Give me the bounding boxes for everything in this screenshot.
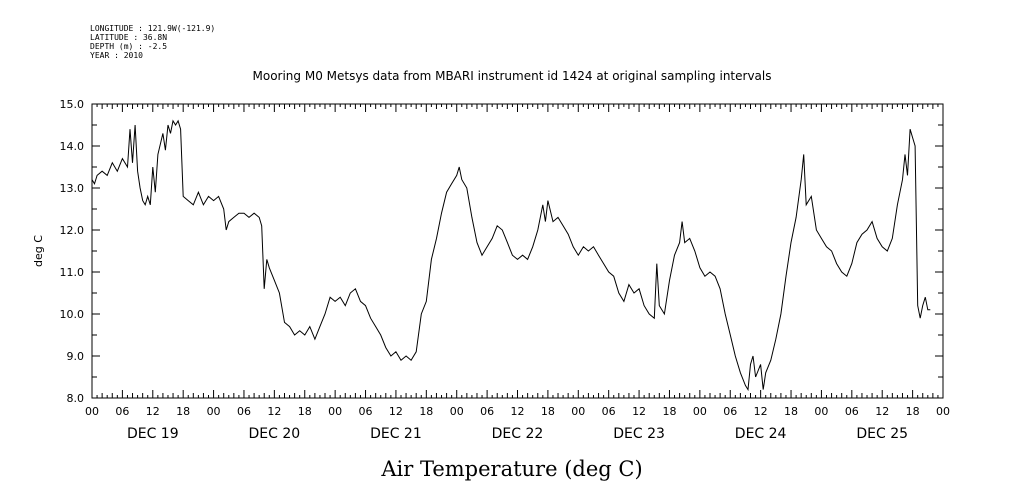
- x-tick-label: 18: [176, 405, 190, 418]
- y-tick-label: 9.0: [67, 350, 85, 363]
- x-tick-label: 06: [723, 405, 737, 418]
- x-axis: 00 06 12 18 00 06 12 18 00 06 12 18 00 06 12 18 00 06 12 18…: [85, 104, 950, 442]
- header-longitude: LONGITUDE : 121.9W(-121.9): [90, 24, 215, 33]
- chart-title: Mooring M0 Metsys data from MBARI instru…: [253, 69, 772, 83]
- y-tick-label: 15.0: [60, 98, 85, 111]
- x-tick-label: 06: [602, 405, 616, 418]
- y-tick-label: 12.0: [60, 224, 85, 237]
- x-day-label: DEC 22: [492, 426, 544, 442]
- plot-frame: [91, 103, 944, 399]
- y-tick-label: 14.0: [60, 140, 85, 153]
- y-tick-label: 10.0: [60, 308, 85, 321]
- y-tick-label: 13.0: [60, 182, 85, 195]
- x-tick-label: 18: [298, 405, 312, 418]
- x-tick-label: 12: [632, 405, 646, 418]
- x-tick-label: 12: [267, 405, 281, 418]
- x-tick-label: 12: [389, 405, 403, 418]
- x-tick-label: 06: [359, 405, 373, 418]
- header-depth: DEPTH (m) : -2.5: [90, 42, 167, 51]
- x-tick-label: 18: [541, 405, 555, 418]
- x-tick-label: 00: [450, 405, 464, 418]
- x-tick-label: 00: [936, 405, 950, 418]
- x-tick-label: 12: [511, 405, 525, 418]
- x-tick-label: 18: [784, 405, 798, 418]
- x-day-label: DEC 20: [249, 426, 301, 442]
- x-tick-label: 18: [419, 405, 433, 418]
- y-axis-label: deg C: [32, 235, 45, 267]
- header-year: YEAR : 2010: [90, 51, 143, 60]
- x-tick-label: 00: [328, 405, 342, 418]
- y-tick-label: 8.0: [67, 392, 85, 405]
- x-day-label: DEC 21: [370, 426, 422, 442]
- series-line-air-temperature: [91, 119, 931, 392]
- x-tick-label: 06: [237, 405, 251, 418]
- x-tick-label: 00: [693, 405, 707, 418]
- x-tick-label: 00: [571, 405, 585, 418]
- header-latitude: LATITUDE : 36.8N: [90, 33, 167, 42]
- x-tick-label: 06: [115, 405, 129, 418]
- x-tick-label: 06: [480, 405, 494, 418]
- x-tick-label: 00: [814, 405, 828, 418]
- x-tick-label: 06: [845, 405, 859, 418]
- x-tick-label: 18: [906, 405, 920, 418]
- x-day-label: DEC 19: [127, 426, 179, 442]
- x-tick-label: 00: [207, 405, 221, 418]
- x-day-label: DEC 24: [735, 426, 787, 442]
- x-day-label: DEC 25: [856, 426, 908, 442]
- x-day-label: DEC 23: [613, 426, 665, 442]
- x-tick-label: 12: [146, 405, 160, 418]
- x-axis-label: Air Temperature (deg C): [380, 457, 642, 481]
- y-tick-label: 11.0: [60, 266, 85, 279]
- x-tick-label: 00: [85, 405, 99, 418]
- y-axis: 8.0 9.0 10.0 11.0 12.0 13.0 14.0 15.0: [60, 98, 943, 405]
- x-tick-label: 12: [754, 405, 768, 418]
- x-tick-label: 18: [662, 405, 676, 418]
- x-tick-label: 12: [875, 405, 889, 418]
